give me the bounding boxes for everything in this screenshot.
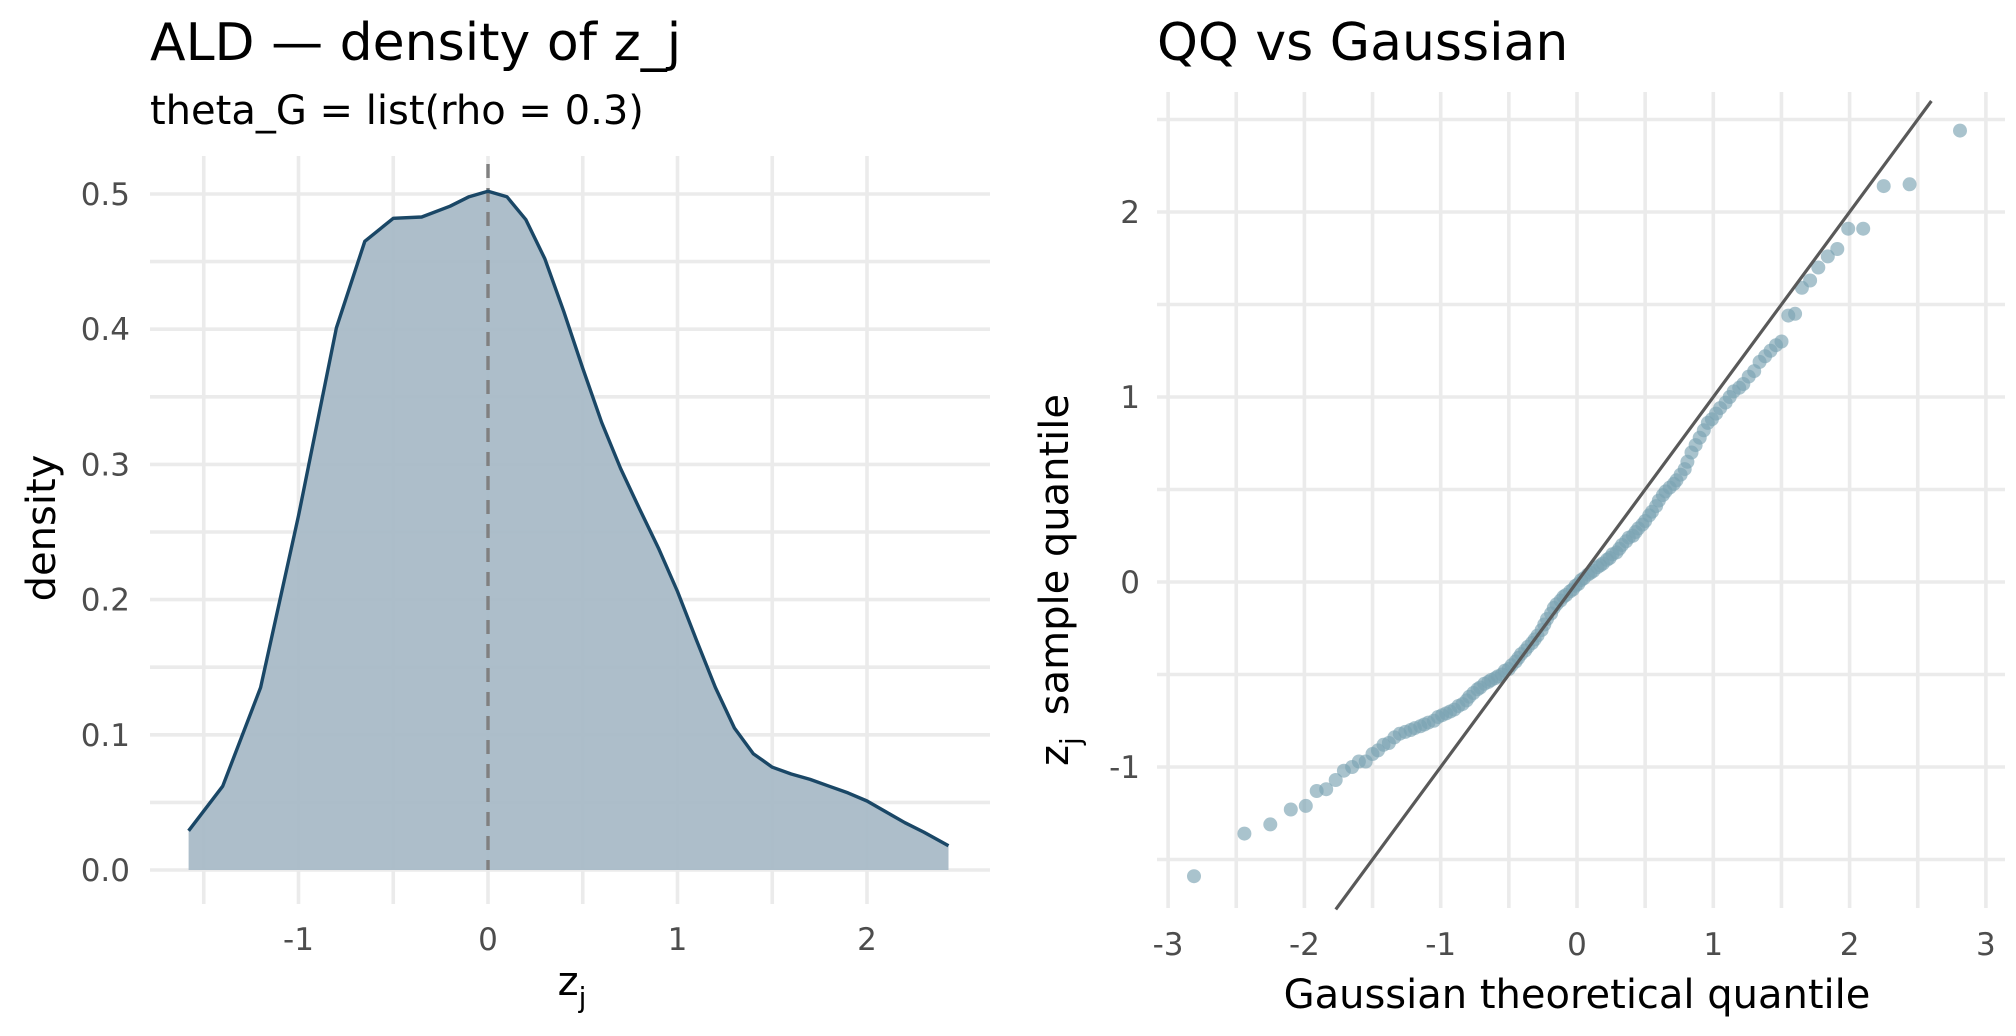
density-y-tick-label: 0.2	[81, 583, 130, 619]
qq-y-axis-title-main: z	[1032, 745, 1078, 766]
qq-point	[1856, 221, 1871, 236]
qq-y-axis-title-rest: sample quantile	[1032, 394, 1078, 715]
density-y-axis-title: density	[19, 455, 65, 602]
density-y-tick-label: 0.5	[81, 177, 130, 213]
density-x-tick-label: 2	[857, 922, 877, 958]
density-x-tick-labels: -1 0 1 2	[283, 922, 877, 958]
density-chart-title: ALD — density of z_j	[150, 13, 681, 73]
qq-y-tick-label: 0	[1120, 565, 1140, 601]
qq-point	[1788, 306, 1803, 321]
qq-point	[1830, 242, 1845, 256]
qq-y-tick-label: 2	[1120, 195, 1140, 231]
density-x-tick-label: 1	[668, 922, 688, 958]
qq-x-axis-title: Gaussian theoretical quantile	[1284, 972, 1871, 1018]
qq-point	[1187, 869, 1201, 884]
qq-x-tick-label: 0	[1567, 927, 1587, 963]
qq-point	[1319, 782, 1334, 797]
density-y-tick-label: 0.3	[81, 447, 130, 483]
density-y-tick-label: 0.4	[81, 312, 130, 348]
density-x-axis-title-main: z	[558, 959, 579, 1005]
qq-point	[1328, 773, 1343, 787]
qq-x-tick-label: -3	[1153, 927, 1184, 963]
qq-point	[1902, 177, 1917, 192]
qq-point	[1263, 817, 1278, 832]
qq-y-tick-labels: -1 0 1 2	[1109, 195, 1140, 786]
density-x-axis-title: zj	[558, 959, 587, 1014]
qq-point	[1237, 826, 1252, 841]
qq-y-tick-label: -1	[1109, 750, 1140, 786]
qq-x-tick-label: -1	[1425, 927, 1456, 963]
qq-point	[1774, 334, 1789, 349]
density-chart-subtitle: theta_G = list(rho = 0.3)	[150, 88, 644, 134]
density-y-tick-label: 0.0	[81, 853, 130, 889]
qq-x-tick-label: 3	[1976, 927, 1996, 963]
density-curve-line	[187, 189, 950, 848]
qq-y-axis-title: zj sample quantile	[1032, 394, 1087, 766]
qq-point	[1841, 221, 1856, 236]
density-y-tick-label: 0.1	[81, 718, 130, 754]
density-x-tick-label: -1	[283, 922, 314, 958]
density-panel: ALD — density of z_j theta_G = list(rho …	[19, 13, 990, 1014]
qq-reference-line	[1334, 100, 1933, 911]
qq-point	[1298, 798, 1313, 813]
qq-chart-title: QQ vs Gaussian	[1157, 13, 1568, 73]
density-y-tick-labels: 0.0 0.1 0.2 0.3 0.4 0.5	[81, 177, 130, 889]
qq-point	[1953, 123, 1967, 138]
qq-point	[1876, 179, 1891, 194]
density-x-axis-title-subscript: j	[578, 981, 587, 1014]
density-area-fill	[188, 191, 949, 871]
qq-x-tick-label: 2	[1840, 927, 1860, 963]
qq-x-tick-label: -2	[1289, 927, 1320, 963]
qq-point	[1283, 802, 1298, 817]
density-x-tick-label: 0	[478, 922, 498, 958]
qq-y-axis-title-subscript: j	[1054, 737, 1087, 746]
qq-x-tick-label: 1	[1703, 927, 1723, 963]
qq-gridlines	[1157, 92, 2005, 908]
qq-y-tick-label: 1	[1120, 380, 1140, 416]
qq-x-tick-labels: -3 -2 -1 0 1 2 3	[1153, 927, 1996, 963]
qq-point	[1811, 260, 1826, 275]
qq-point	[1820, 249, 1835, 264]
qq-panel: QQ vs Gaussian -3 -2 -1 0 1 2 3 -1 0 1 2 Gaussian…	[1032, 13, 2005, 1018]
qq-point	[1803, 273, 1818, 288]
